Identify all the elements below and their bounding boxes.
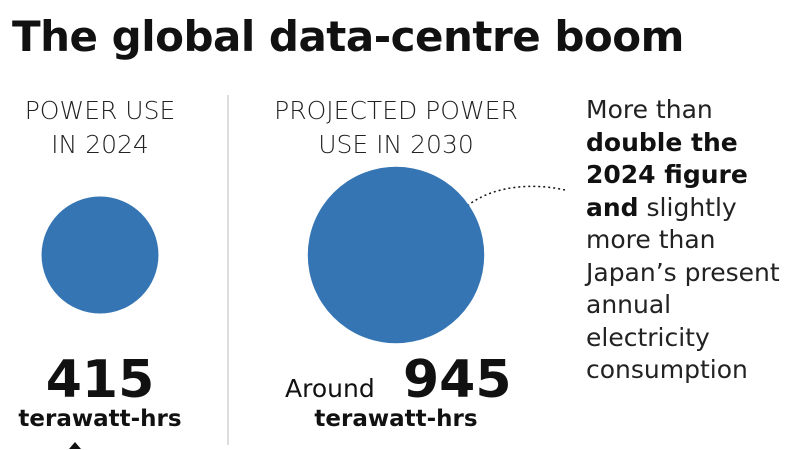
category-label: POWER USE IN 2024 bbox=[24, 96, 176, 159]
annotation-text: More than bbox=[586, 95, 713, 124]
value-prefix: Around bbox=[285, 374, 375, 403]
value-label: 415 bbox=[45, 350, 155, 410]
annotation-text: double the 2024 figure and bbox=[586, 127, 748, 222]
chart-title: The global data-centre boom bbox=[12, 12, 684, 61]
unit-label: terawatt-hrs bbox=[314, 406, 478, 432]
bubble bbox=[41, 196, 159, 314]
category-label: PROJECTED POWER USE IN 2030 bbox=[274, 96, 518, 159]
pointer bbox=[69, 442, 81, 449]
bubble bbox=[307, 166, 485, 344]
value-label: 945 bbox=[403, 350, 512, 410]
unit-label: terawatt-hrs bbox=[18, 406, 182, 432]
annotation-text: slightly more than Japan’s present annua… bbox=[586, 192, 780, 385]
annotation: More than double the 2024 figure and sli… bbox=[586, 94, 786, 387]
